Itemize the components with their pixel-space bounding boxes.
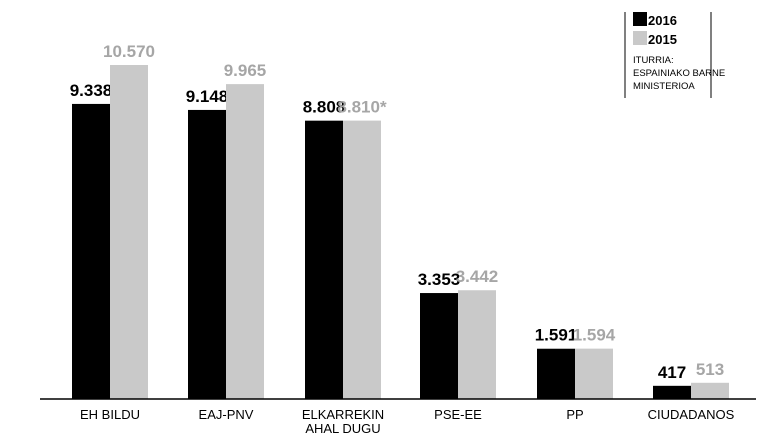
value-label-2016-1: 9.148: [186, 87, 229, 106]
bar-2015-1: [226, 84, 264, 399]
value-label-2016-2: 8.808: [303, 98, 346, 117]
value-label-2016-3: 3.353: [418, 270, 461, 289]
category-label-0: EH BILDU: [80, 407, 140, 422]
value-label-2015-1: 9.965: [224, 61, 267, 80]
legend-swatch-2016: [633, 12, 647, 26]
value-label-2015-4: 1.594: [573, 326, 616, 345]
value-label-2015-0: 10.570: [103, 42, 155, 61]
bar-2016-5: [653, 385, 691, 399]
legend-label-2015: 2015: [648, 32, 677, 47]
bar-2016-1: [188, 109, 226, 399]
legend-label-2016: 2016: [648, 13, 677, 28]
source-line-2: ESPAINIAKO BARNE: [633, 68, 725, 79]
value-label-2015-3: 3.442: [456, 267, 499, 286]
legend: 2016 2015 ITURRIA: ESPAINIAKO BARNE MINI…: [624, 12, 725, 98]
bar-2016-0: [72, 103, 110, 399]
plot-area: 9.338 10.570 EH BILDU 9.148 9.965 EAJ-PNV 8.80…: [70, 42, 735, 436]
value-label-2016-5: 417: [658, 363, 686, 382]
legend-swatch-2015: [633, 31, 647, 45]
category-label-2: ELKARREKIN: [302, 407, 384, 422]
category-label-4: PP: [566, 407, 583, 422]
value-label-2015-2: 8.810*: [337, 98, 387, 117]
bar-2015-4: [575, 348, 613, 399]
bar-2015-3: [458, 290, 496, 399]
value-label-2016-0: 9.338: [70, 81, 113, 100]
source-line-1: ITURRIA:: [633, 55, 674, 66]
source-line-3: MINISTERIOA: [633, 81, 695, 92]
bar-2016-2: [305, 120, 343, 400]
bar-2016-3: [420, 293, 458, 399]
category-label-1: EAJ-PNV: [199, 407, 254, 422]
value-label-2015-5: 513: [696, 360, 724, 379]
bar-2015-0: [110, 65, 148, 399]
category-label-2-line-2: AHAL DUGU: [305, 421, 380, 436]
bar-2016-4: [537, 348, 575, 399]
value-label-2016-4: 1.591: [535, 326, 578, 345]
category-label-3: PSE-EE: [434, 407, 482, 422]
category-label-5: CIUDADANOS: [648, 407, 735, 422]
bar-2015-2: [343, 120, 381, 399]
bar-2015-5: [691, 382, 729, 399]
